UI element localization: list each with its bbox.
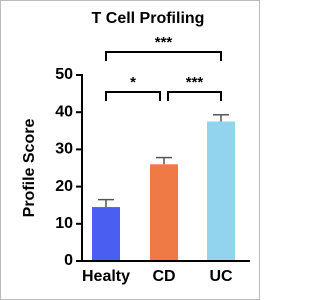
- significance-bracket: [167, 91, 222, 101]
- chart: T Cell Profiling Profile Score 0 10 20 30 40…: [0, 0, 260, 300]
- significance-label: ***: [186, 74, 204, 91]
- x-tick-label: Healty: [82, 268, 130, 285]
- x-tick-label: CD: [152, 268, 175, 285]
- y-tick-label: 20: [55, 178, 73, 195]
- significance-bracket: [105, 51, 222, 61]
- y-axis-label: Profile Score: [21, 119, 38, 218]
- y-tick-label: 30: [55, 141, 73, 158]
- x-tick-label: UC: [209, 268, 233, 285]
- bar: [207, 121, 235, 261]
- y-tick-label: 10: [55, 215, 73, 232]
- y-tick-label: 50: [55, 66, 73, 83]
- significance-bracket: [105, 91, 161, 101]
- bar: [92, 207, 120, 261]
- chart-title: T Cell Profiling: [92, 10, 205, 27]
- bar: [150, 164, 178, 261]
- significance-label: ***: [155, 34, 173, 51]
- significance-label: *: [130, 74, 136, 91]
- y-tick-label: 40: [55, 103, 73, 120]
- y-tick-label: 0: [64, 252, 73, 269]
